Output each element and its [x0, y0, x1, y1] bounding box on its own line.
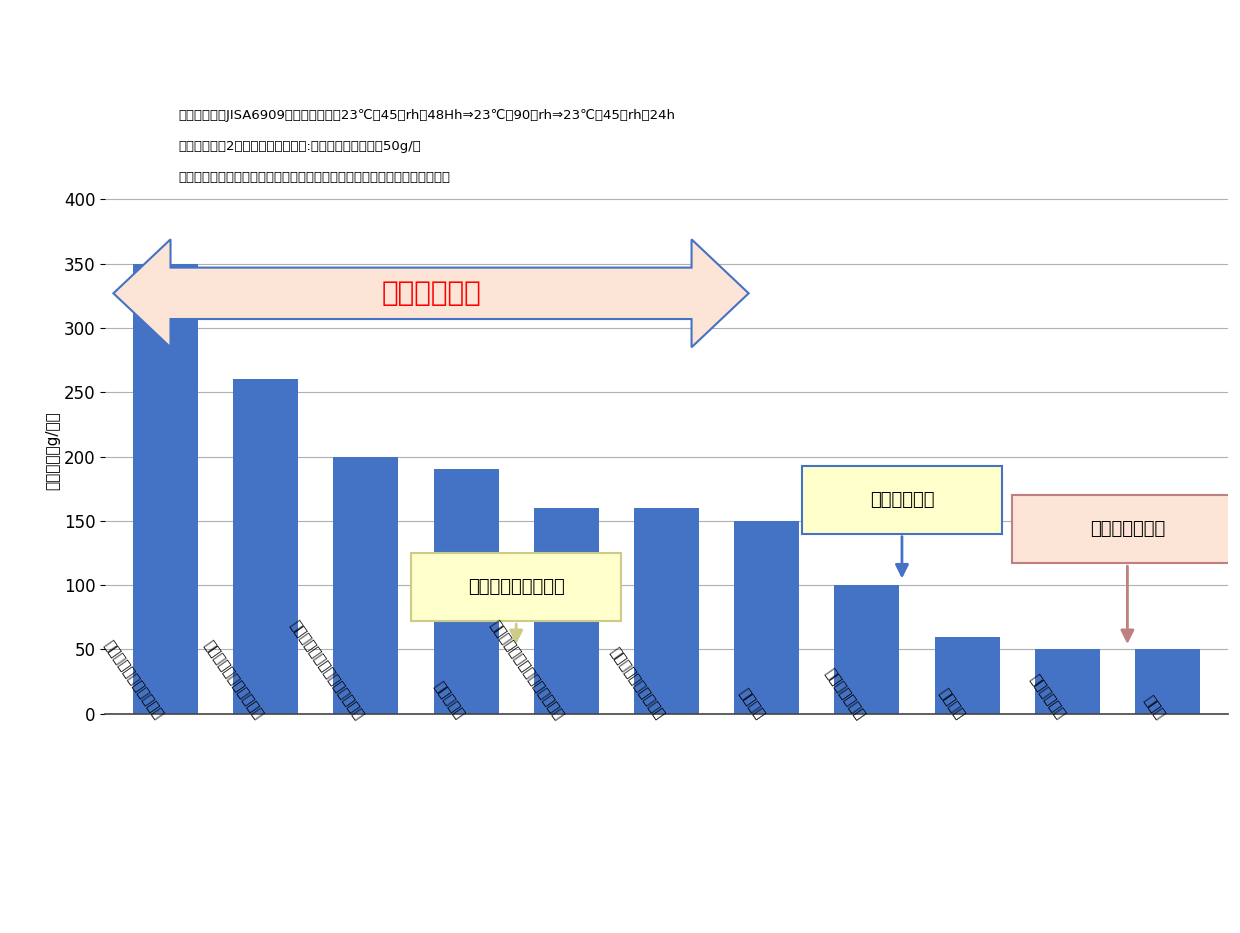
- Text: 焼成白珪藻土系: 焼成白珪藻土系: [822, 666, 867, 722]
- Bar: [1034, 649, 1100, 714]
- Text: 漆喰、シラス系: 漆喰、シラス系: [1090, 521, 1166, 538]
- Text: ナチュレ稚内珪藻土左官: ナチュレ稚内珪藻土左官: [201, 638, 265, 722]
- Text: 漆喰系: 漆喰系: [1142, 693, 1168, 722]
- Bar: [434, 469, 498, 714]
- Bar: [935, 636, 999, 714]
- Bar: [634, 508, 699, 714]
- Bar: [133, 264, 198, 714]
- Bar: [533, 508, 599, 714]
- Text: ナチュレ稚内珪藻土・漆喰塗料: ナチュレ稚内珪藻土・漆喰塗料: [288, 618, 366, 722]
- Text: ・試験方法：JISA6909準拠　・条件：23℃、45％rh、48Hh⇒23℃、90％rh⇒23℃、45％rh、24h: ・試験方法：JISA6909準拠 ・条件：23℃、45％rh、48Hh⇒23℃、…: [179, 109, 675, 122]
- Text: シラス系: シラス系: [936, 687, 967, 722]
- Bar: [334, 456, 398, 714]
- Text: 稚内珪藻土系: 稚内珪藻土系: [381, 279, 481, 307]
- Bar: [734, 521, 800, 714]
- Bar: [1135, 649, 1200, 714]
- Text: ・塗り厚さ：2㎜　石膏ボード下地:石膏ボードの調湿性50g/㎡: ・塗り厚さ：2㎜ 石膏ボード下地:石膏ボードの調湿性50g/㎡: [179, 140, 420, 153]
- FancyBboxPatch shape: [410, 553, 621, 621]
- Bar: [233, 380, 299, 714]
- Text: 石膏ボードの調湿性: 石膏ボードの調湿性: [467, 578, 564, 596]
- Polygon shape: [113, 239, 749, 347]
- Text: 北のやすらぎスマイル: 北のやすらぎスマイル: [608, 645, 666, 722]
- Text: ・テスト場所：滋賀県立工業技術センター　　・実施者：㈱自然素材研究所: ・テスト場所：滋賀県立工業技術センター ・実施者：㈱自然素材研究所: [179, 171, 450, 184]
- Text: 白色珪藻土系: 白色珪藻土系: [869, 491, 934, 508]
- Text: ナチュレ稚内珪藻土塗料: ナチュレ稚内珪藻土塗料: [102, 638, 165, 722]
- Text: 匠の漆喰: 匠の漆喰: [737, 687, 766, 722]
- Text: ナチュレ稚内珪藻土・漆喰左官: ナチュレ稚内珪藻土・漆喰左官: [487, 618, 567, 722]
- Text: ナチュレ漆喰: ナチュレ漆喰: [1027, 673, 1068, 722]
- Text: 大地の息吹: 大地の息吹: [430, 679, 466, 722]
- FancyBboxPatch shape: [802, 466, 1002, 534]
- Bar: [835, 585, 899, 714]
- Y-axis label: 調湿性能（g/㎡）: 調湿性能（g/㎡）: [45, 411, 60, 490]
- Text: 調湿塗り壁材の調湿性能比較: 調湿塗り壁材の調湿性能比較: [435, 26, 805, 72]
- FancyBboxPatch shape: [1012, 495, 1240, 564]
